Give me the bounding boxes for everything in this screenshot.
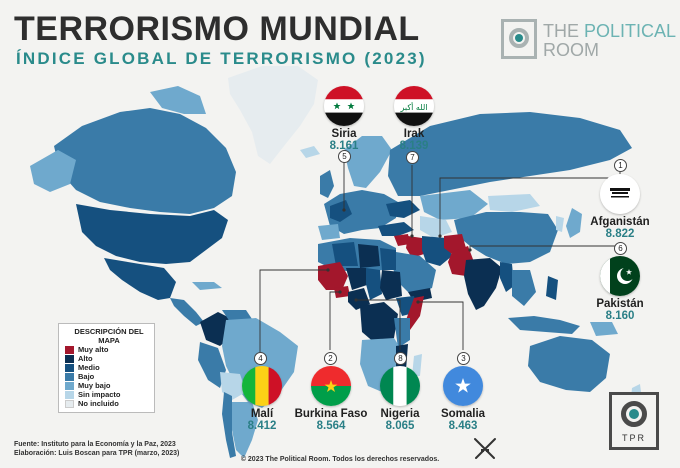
map-legend: DESCRIPCIÓN DEL MAPA Muy alto Alto Medio… bbox=[58, 323, 155, 413]
myanmar bbox=[500, 262, 514, 292]
greenland bbox=[228, 66, 318, 164]
korea bbox=[556, 216, 564, 232]
rank-badge-burkina-faso: 2 bbox=[324, 352, 337, 365]
country-name-mali: Malí bbox=[250, 408, 274, 420]
chile bbox=[222, 392, 236, 458]
page-title: TERRORISMO MUNDIAL bbox=[14, 10, 420, 48]
brand-name: THE POLITICAL ROOM bbox=[543, 21, 677, 60]
rank-badge-afghanistan: 1 bbox=[614, 159, 627, 172]
burkina-faso-flag-icon bbox=[311, 366, 351, 406]
afghanistan-flag-icon bbox=[600, 174, 640, 214]
svg-text:الله أكبر: الله أكبر bbox=[400, 102, 428, 112]
algeria bbox=[332, 242, 358, 266]
pakistan-flag-icon bbox=[600, 256, 640, 296]
country-name-afghanistan: Afganistán bbox=[590, 216, 650, 228]
footer-source: Fuente: Instituto para la Economía y la … bbox=[14, 441, 180, 457]
alaska bbox=[30, 150, 76, 192]
papua bbox=[590, 322, 618, 336]
turkey bbox=[378, 222, 414, 236]
central-america bbox=[170, 298, 204, 326]
country-name-syria: Siria bbox=[331, 128, 357, 140]
japan bbox=[566, 208, 582, 238]
country-name-nigeria: Nigeria bbox=[380, 408, 420, 420]
rank-badge-iraq: 7 bbox=[406, 151, 419, 164]
nigeria-flag-icon bbox=[380, 366, 420, 406]
country-score-nigeria: 8.065 bbox=[385, 420, 415, 432]
somalia-flag-icon bbox=[443, 366, 483, 406]
niger bbox=[346, 268, 370, 290]
united-states bbox=[76, 204, 228, 264]
tpr-badge-logo: TPR bbox=[609, 392, 659, 450]
country-name-somalia: Somalia bbox=[440, 408, 486, 420]
nigeria bbox=[348, 288, 370, 310]
country-score-pakistan: 8.160 bbox=[605, 310, 635, 322]
canada bbox=[54, 108, 236, 214]
rank-badge-pakistan: 6 bbox=[614, 242, 627, 255]
country-score-iraq: 8.139 bbox=[399, 140, 429, 152]
egypt bbox=[380, 248, 396, 270]
page-subtitle: ÍNDICE GLOBAL DE TERRORISMO (2023) bbox=[16, 49, 427, 68]
brand-mark-icon bbox=[501, 19, 537, 59]
saudi-arabia bbox=[392, 252, 436, 296]
country-score-syria: 8.161 bbox=[329, 140, 359, 152]
philippines bbox=[546, 276, 558, 300]
country-score-burkina-faso: 8.564 bbox=[316, 420, 346, 432]
china bbox=[454, 212, 558, 264]
iceland bbox=[300, 146, 320, 158]
southeast-asia bbox=[512, 270, 536, 306]
iraq bbox=[406, 236, 424, 258]
mali-flag-icon bbox=[242, 366, 282, 406]
central-asia bbox=[420, 216, 452, 238]
country-score-somalia: 8.463 bbox=[448, 420, 478, 432]
country-name-pakistan: Pakistán bbox=[596, 298, 644, 310]
syria bbox=[394, 234, 410, 246]
peru bbox=[198, 342, 226, 388]
libya bbox=[358, 244, 380, 268]
rank-badge-syria: 5 bbox=[338, 150, 351, 163]
mongolia bbox=[488, 194, 540, 212]
somalia bbox=[406, 296, 424, 330]
country-score-afghanistan: 8.822 bbox=[605, 228, 635, 240]
europe bbox=[324, 190, 398, 234]
france bbox=[330, 200, 352, 222]
cuba bbox=[192, 282, 222, 290]
ukraine bbox=[386, 200, 420, 218]
country-name-burkina-faso: Burkina Faso bbox=[294, 408, 368, 420]
crossed-rifles-icon bbox=[474, 438, 496, 459]
mali bbox=[318, 262, 348, 290]
kazakhstan bbox=[420, 190, 488, 220]
country-score-mali: 8.412 bbox=[247, 420, 277, 432]
footer-copyright: © 2023 The Political Room. Todos los der… bbox=[240, 456, 440, 463]
madagascar bbox=[412, 354, 422, 376]
chad bbox=[366, 268, 382, 300]
syria-flag-icon bbox=[324, 86, 364, 126]
rank-badge-somalia: 3 bbox=[457, 352, 470, 365]
mexico bbox=[104, 258, 176, 300]
scandinavia bbox=[344, 136, 392, 188]
arctic-islands bbox=[150, 86, 206, 114]
russia bbox=[388, 112, 632, 196]
iraq-flag-icon: الله أكبر bbox=[394, 86, 434, 126]
argentina bbox=[232, 402, 258, 458]
leader-dots bbox=[326, 208, 472, 304]
burkina-faso bbox=[334, 286, 350, 298]
united-kingdom bbox=[320, 170, 334, 198]
rank-badge-nigeria: 8 bbox=[394, 352, 407, 365]
bolivia bbox=[220, 372, 246, 400]
indonesia bbox=[508, 316, 580, 334]
central-africa bbox=[360, 302, 398, 344]
spain bbox=[318, 224, 340, 240]
brand-logo: THE POLITICAL ROOM bbox=[497, 16, 676, 64]
legend-title: DESCRIPCIÓN DEL MAPA bbox=[74, 327, 144, 345]
rank-badge-mali: 4 bbox=[254, 352, 267, 365]
sudan bbox=[380, 270, 402, 300]
east-africa bbox=[394, 318, 410, 348]
country-name-iraq: Irak bbox=[403, 128, 425, 140]
australia bbox=[528, 336, 610, 392]
india bbox=[464, 258, 502, 310]
